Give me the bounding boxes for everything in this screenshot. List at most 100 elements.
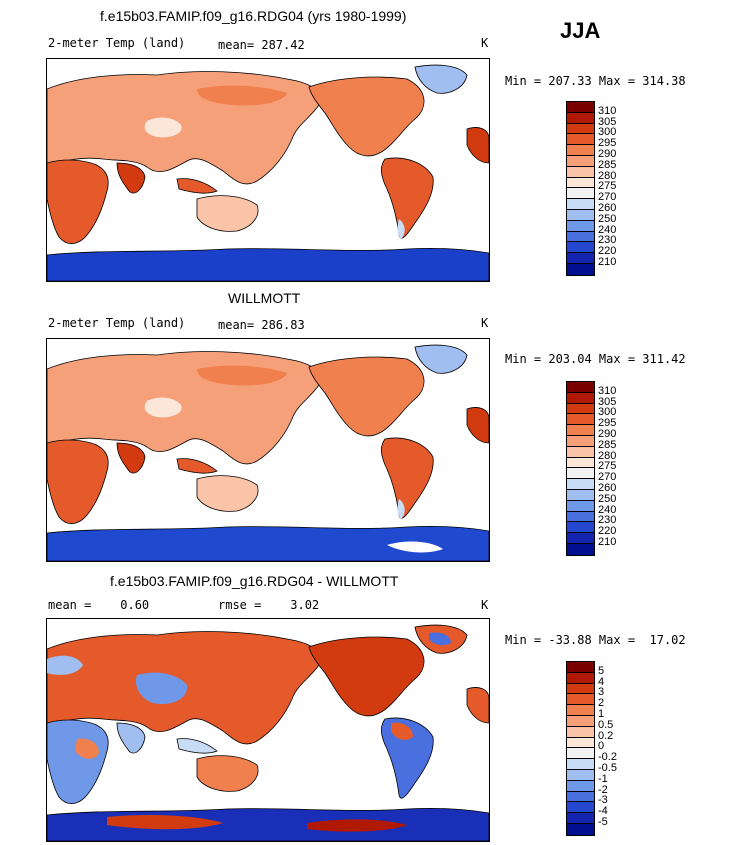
cbar-seg	[567, 780, 594, 792]
cbar-seg	[567, 134, 594, 146]
cbar-seg	[567, 177, 594, 189]
cbar-seg	[567, 694, 594, 706]
cbar-seg	[567, 263, 594, 275]
cbar-seg	[567, 392, 594, 404]
north-america-landmass	[308, 356, 425, 437]
cbar-seg	[567, 112, 594, 124]
cbar-seg	[567, 253, 594, 264]
colorbar-tick-label: 240	[598, 223, 617, 236]
antarctica-landmass	[47, 526, 489, 561]
panel-2-colorbar	[566, 381, 595, 556]
panel-1-variable: 2-meter Temp (land)	[48, 36, 186, 50]
panel-1-colorbar	[566, 101, 595, 276]
antarctica-warm-area	[307, 819, 407, 832]
cbar-seg	[567, 457, 594, 469]
colorbar-tick-label: 295	[598, 417, 617, 430]
colorbar-tick-label: 290	[598, 148, 617, 160]
cbar-seg	[567, 155, 594, 167]
sea-islands	[176, 738, 218, 754]
colorbar-tick-label: 3	[598, 686, 605, 699]
panel-1-minmax: Min = 207.33 Max = 314.38	[505, 74, 686, 88]
panel-2-map	[46, 338, 490, 562]
panel-2-units: K	[481, 316, 489, 330]
cbar-seg	[567, 382, 594, 393]
colorbar-tick-label: 5	[598, 664, 605, 677]
colorbar-tick-label: 280	[598, 449, 617, 462]
cbar-seg	[567, 468, 594, 480]
north-america-landmass	[308, 76, 425, 157]
panel-3-minmax: Min = -33.88 Max = 17.02	[505, 633, 686, 647]
colorbar-tick-label: 305	[598, 115, 617, 128]
colorbar-tick-label: 0.2	[598, 729, 614, 742]
australia-landmass	[196, 195, 259, 232]
australia-landmass	[196, 755, 259, 792]
colorbar-tick-label: 300	[598, 406, 617, 419]
panel-2-title: WILLMOTT	[228, 290, 301, 306]
cbar-seg	[567, 231, 594, 243]
colorbar-tick-label: 0	[598, 740, 605, 753]
cbar-seg	[567, 435, 594, 447]
colorbar-tick-label: 230	[598, 514, 617, 527]
cbar-seg	[567, 479, 594, 490]
europe-edge-landmass	[466, 407, 489, 444]
cbar-seg	[567, 791, 594, 803]
panel-3-map-svg	[47, 624, 489, 841]
colorbar-tick-label: 285	[598, 438, 617, 451]
colorbar-tick-label: 250	[598, 492, 617, 505]
colorbar-tick-label: 0.5	[598, 718, 614, 731]
panel-1-map-svg	[47, 64, 489, 281]
cbar-seg	[567, 166, 594, 178]
australia-landmass	[196, 475, 259, 512]
colorbar-tick-label: 220	[598, 525, 617, 538]
colorbar-tick-label: -2	[598, 783, 608, 796]
africa-landmass	[47, 159, 109, 244]
colorbar-tick-label: 210	[598, 256, 617, 268]
colorbar-tick-label: 310	[598, 384, 617, 397]
colorbar-tick-label: 300	[598, 126, 617, 139]
colorbar-tick-label: -0.5	[598, 762, 617, 774]
tibet-cold-area	[144, 117, 182, 138]
cbar-seg	[567, 813, 594, 824]
cbar-seg	[567, 533, 594, 544]
cbar-seg	[567, 705, 594, 716]
tibet-cold-area	[144, 397, 182, 418]
season-label: JJA	[560, 18, 601, 43]
cbar-seg	[567, 511, 594, 523]
greenland-cold-area	[429, 632, 451, 646]
panel-3-rmse: rmse = 3.02	[218, 598, 320, 612]
colorbar-tick-label: 4	[598, 675, 605, 688]
cbar-seg	[567, 102, 594, 113]
colorbar-tick-label: -3	[598, 794, 608, 807]
tibet-mixed-area	[135, 672, 188, 705]
colorbar-tick-label: 270	[598, 191, 617, 204]
cbar-seg	[567, 242, 594, 254]
colorbar-tick-label: 260	[598, 202, 617, 214]
colorbar-tick-label: -1	[598, 772, 608, 785]
panel-2-variable: 2-meter Temp (land)	[48, 316, 186, 330]
panel-3-map	[46, 618, 490, 842]
colorbar-tick-label: 230	[598, 234, 617, 247]
cbar-seg	[567, 737, 594, 749]
panel-1-title: f.e15b03.FAMIP.f09_g16.RDG04 (yrs 1980-1…	[100, 8, 407, 24]
panel-2-mean: mean= 286.83	[218, 318, 305, 332]
patagonia-cold-area	[397, 219, 405, 239]
panel-1-map	[46, 58, 490, 282]
cbar-seg	[567, 759, 594, 770]
panel-3-title: f.e15b03.FAMIP.f09_g16.RDG04 - WILLMOTT	[110, 573, 399, 589]
greenland-landmass	[414, 64, 468, 94]
india-landmass	[116, 442, 146, 474]
greenland-landmass	[414, 344, 468, 374]
cbar-seg	[567, 500, 594, 512]
cbar-seg	[567, 489, 594, 501]
cbar-seg	[567, 188, 594, 200]
colorbar-tick-label: -5	[598, 816, 608, 828]
antarctica-white-patch	[387, 541, 443, 553]
cbar-seg	[567, 145, 594, 156]
panel-3-colorbar	[566, 661, 595, 836]
colorbar-tick-label: 270	[598, 471, 617, 484]
cbar-seg	[567, 683, 594, 695]
south-america-landmass	[381, 437, 434, 519]
cbar-seg	[567, 726, 594, 738]
colorbar-tick-label: 310	[598, 104, 617, 117]
cbar-seg	[567, 220, 594, 232]
